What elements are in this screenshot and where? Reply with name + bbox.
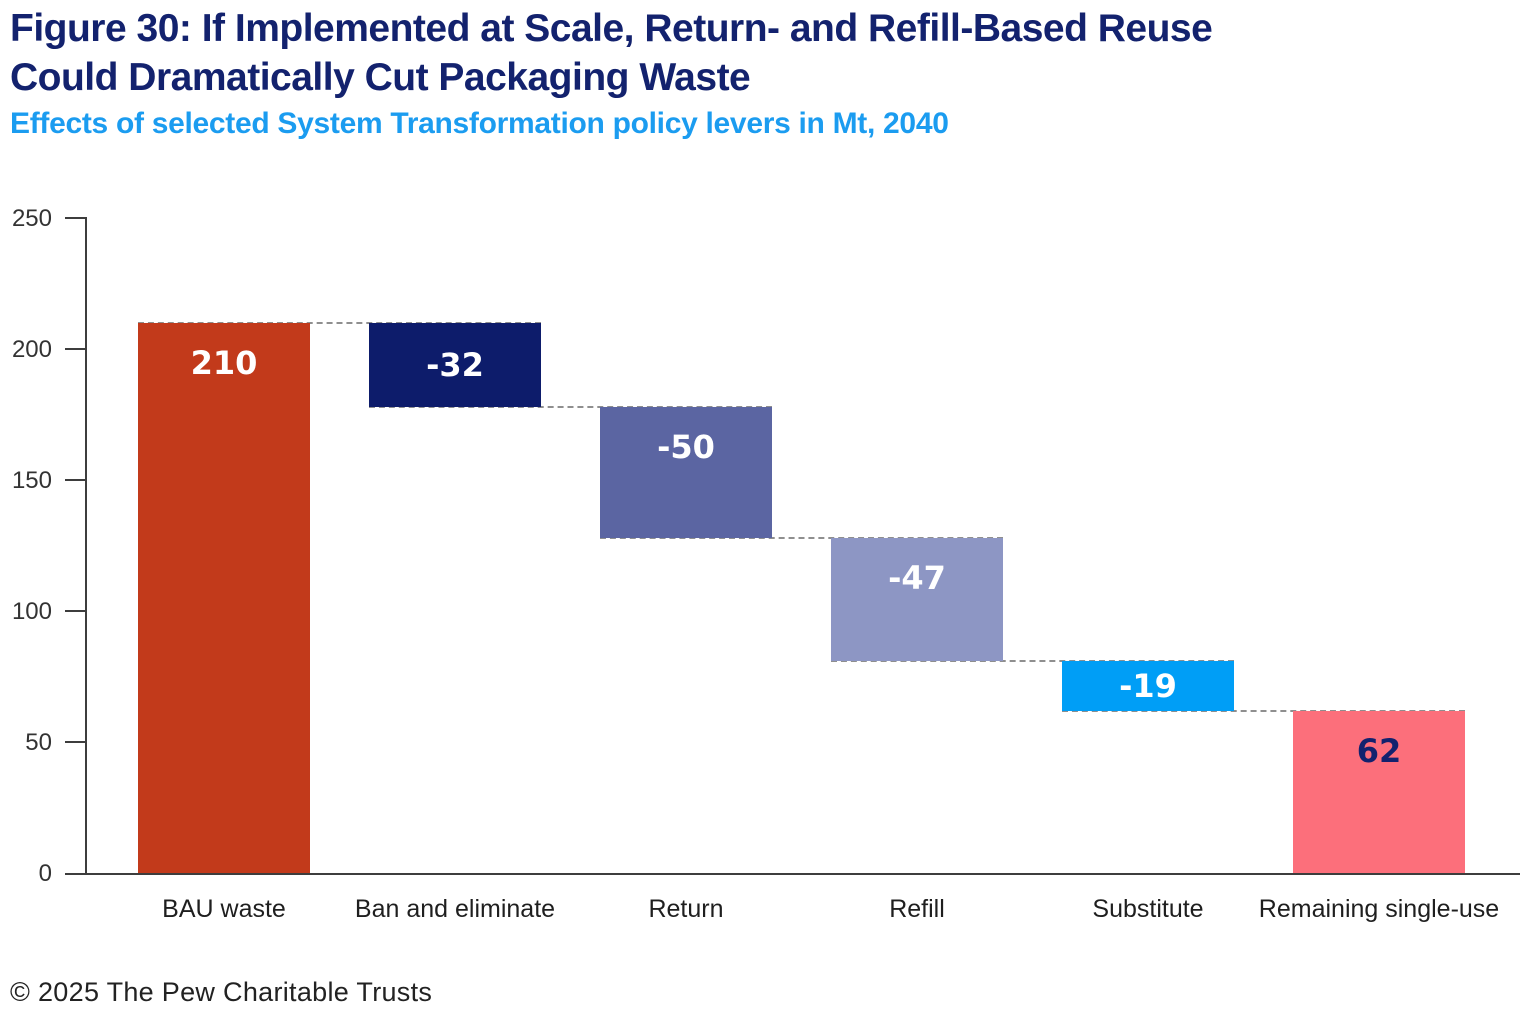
y-axis-tick (65, 610, 85, 612)
category-label: Ban and eliminate (354, 895, 556, 923)
y-axis-tick-label: 100 (11, 598, 52, 625)
category-label: BAU waste (162, 895, 286, 923)
bar-value-label: -50 (657, 427, 715, 466)
waterfall-connector-line (600, 536, 1003, 539)
y-axis-tick (65, 479, 85, 481)
bar-bau-waste: 210 (138, 322, 310, 873)
x-axis-line (65, 873, 1520, 875)
bar-value-label: -47 (888, 558, 946, 597)
y-axis-tick-label: 200 (11, 336, 52, 363)
bar-refill: -47 (831, 537, 1003, 661)
y-axis-tick (65, 217, 85, 219)
bar-ban-and-eliminate: -32 (369, 322, 541, 407)
y-axis-tick-label: 250 (11, 205, 52, 232)
waterfall-connector-line (1062, 709, 1465, 712)
figure-title-line1: Figure 30: If Implemented at Scale, Retu… (10, 7, 1213, 50)
category-label: Refill (889, 895, 945, 923)
category-label: Remaining single-use (1258, 895, 1500, 923)
category-label: Return (648, 895, 724, 923)
y-axis-tick-label: 50 (25, 729, 52, 756)
figure-title-line2: Could Dramatically Cut Packaging Waste (10, 56, 751, 99)
copyright-text: © 2025 The Pew Charitable Trusts (10, 977, 433, 1007)
waterfall-connector-line (369, 405, 772, 408)
bar-value-label: 210 (190, 343, 258, 382)
bar-value-label: -32 (426, 345, 484, 384)
bar-return: -50 (600, 406, 772, 538)
y-axis-line (85, 217, 87, 875)
category-label: Substitute (1092, 895, 1204, 923)
figure-subtitle: Effects of selected System Transformatio… (10, 107, 949, 140)
y-axis-tick (65, 741, 85, 743)
y-axis-tick-label: 150 (11, 467, 52, 494)
bar-value-label: -19 (1119, 666, 1177, 705)
bar-substitute: -19 (1062, 660, 1234, 711)
waterfall-connector-line (138, 321, 541, 324)
bar-remaining-single-use: 62 (1293, 710, 1465, 873)
y-axis-tick (65, 348, 85, 350)
y-axis-tick-label: 0 (38, 860, 52, 887)
bar-value-label: 62 (1356, 731, 1402, 770)
waterfall-connector-line (831, 659, 1234, 662)
figure-title: Figure 30: If Implemented at Scale, Retu… (10, 4, 1213, 102)
